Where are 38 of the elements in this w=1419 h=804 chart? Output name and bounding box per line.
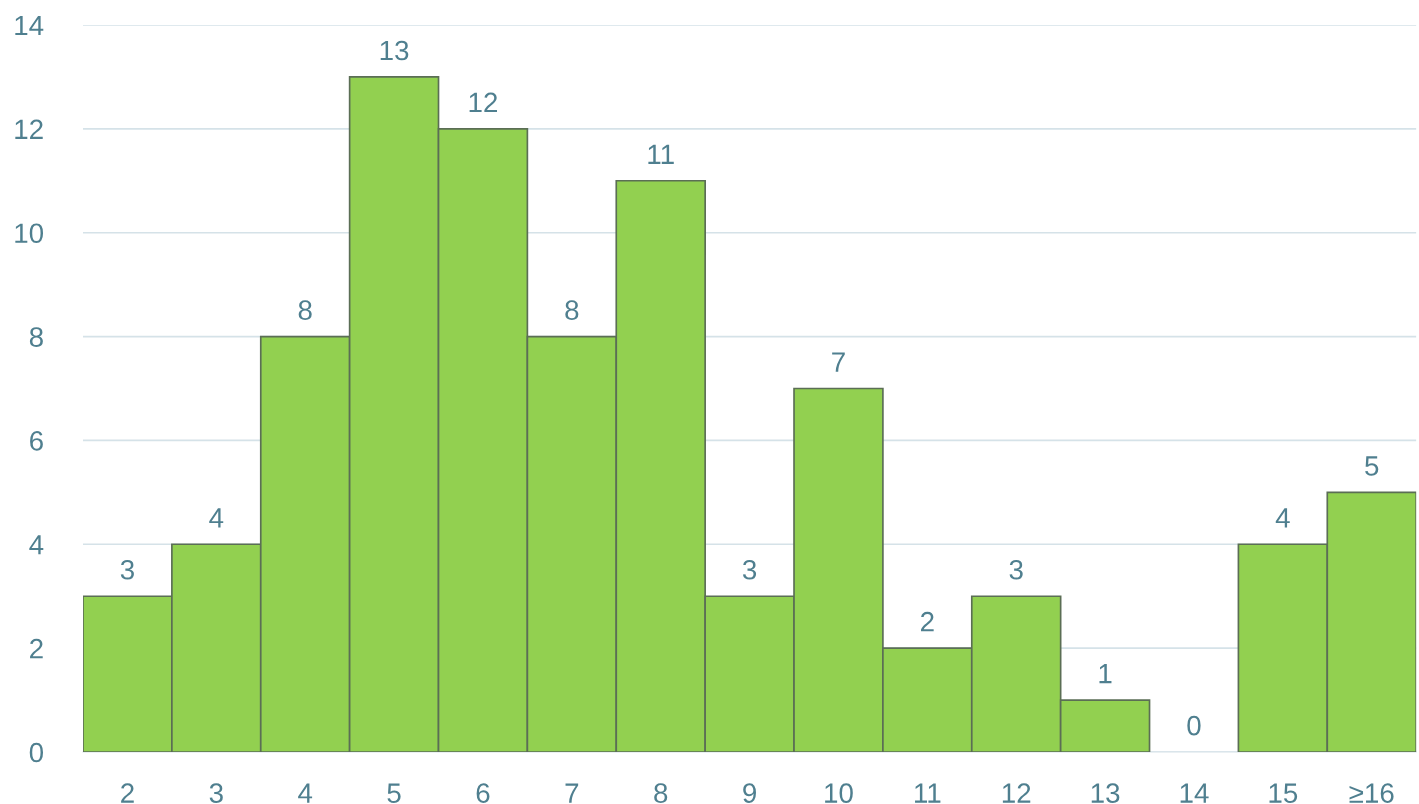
x-tick-label: 13 (1091, 783, 1120, 803)
data-label: 11 (648, 144, 674, 164)
data-label: 3 (742, 559, 757, 580)
data-label: 5 (1365, 456, 1379, 476)
data-label: 1 (1099, 664, 1112, 684)
y-tick-label: 8 (29, 327, 43, 347)
data-label: 4 (1275, 508, 1290, 528)
y-tick-label: 12 (15, 119, 43, 139)
data-label: 3 (120, 559, 134, 580)
y-tick-label: 0 (29, 742, 44, 763)
x-tick-label: 12 (1002, 783, 1031, 803)
x-tick-label: 11 (915, 783, 941, 803)
data-label: 12 (469, 92, 497, 112)
data-label: 13 (380, 40, 409, 61)
data-label: 2 (921, 611, 934, 632)
x-tick-label: 14 (1180, 783, 1209, 803)
data-label: 8 (565, 300, 579, 320)
x-tick-label: ≥16 (1349, 783, 1394, 803)
x-tick-label: 8 (654, 783, 668, 803)
data-label: 0 (1187, 715, 1201, 736)
data-label: 4 (209, 508, 224, 528)
x-tick-label: 4 (298, 783, 313, 803)
data-label: 8 (298, 300, 312, 320)
x-tick-label: 10 (825, 783, 853, 803)
x-tick-label: 2 (121, 783, 134, 803)
y-tick-label: 14 (15, 15, 44, 36)
x-tick-label: 6 (476, 783, 490, 803)
data-label: 7 (832, 352, 845, 372)
x-tick-label: 3 (209, 783, 223, 803)
y-tick-label: 2 (30, 638, 43, 659)
x-tick-label: 7 (565, 783, 579, 803)
y-tick-label: 4 (29, 535, 44, 555)
x-tick-label: 5 (387, 783, 401, 803)
x-tick-label: 9 (743, 783, 756, 803)
x-tick-label: 15 (1269, 783, 1298, 803)
data-label: 3 (1009, 559, 1023, 580)
y-tick-label: 10 (15, 223, 44, 244)
y-tick-label: 6 (30, 431, 43, 451)
